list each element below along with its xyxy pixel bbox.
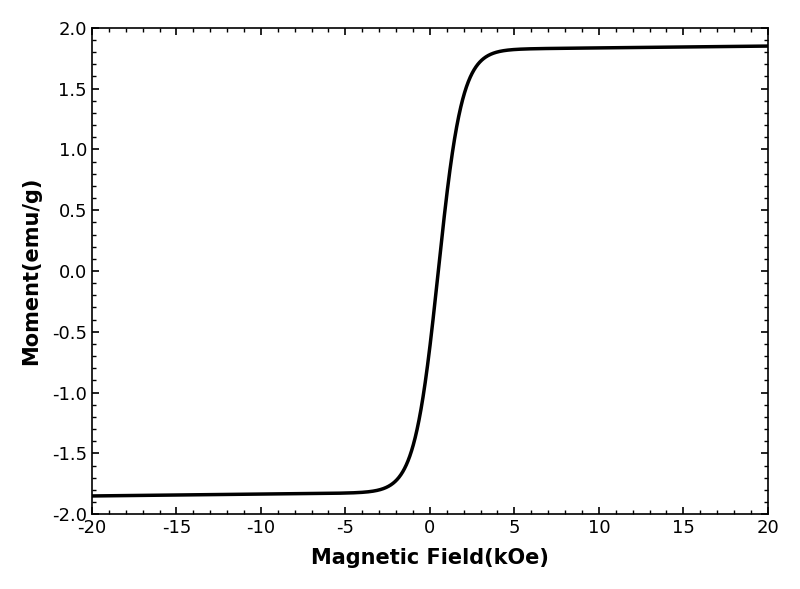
Y-axis label: Moment(emu/g): Moment(emu/g) xyxy=(21,177,41,365)
X-axis label: Magnetic Field(kOe): Magnetic Field(kOe) xyxy=(311,548,549,568)
